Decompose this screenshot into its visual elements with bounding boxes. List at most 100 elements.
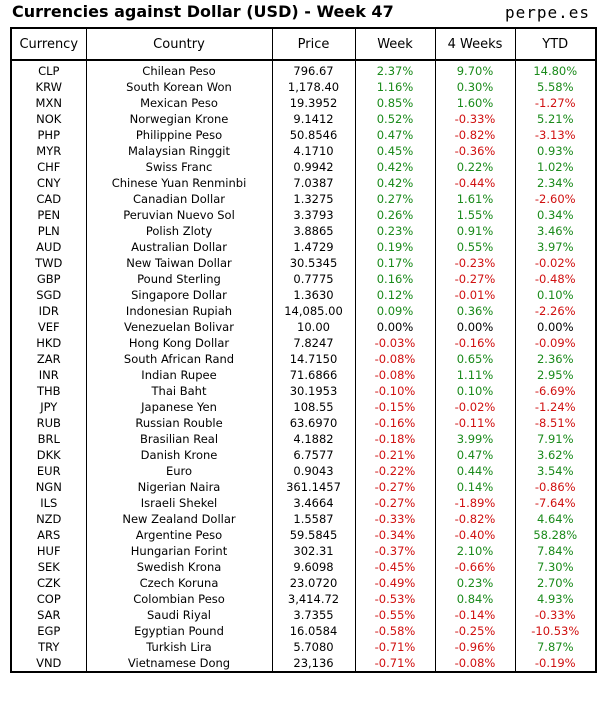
week-change-cell: -0.58% <box>355 623 436 639</box>
currency-code-cell: COP <box>11 591 87 607</box>
price-cell: 796.67 <box>272 60 356 79</box>
week-change-cell: 0.47% <box>355 127 436 143</box>
week-change-cell: -0.03% <box>355 335 436 351</box>
currency-code-cell: EUR <box>11 463 87 479</box>
price-cell: 4.1882 <box>272 431 356 447</box>
week-change-cell: -0.08% <box>355 351 436 367</box>
country-cell: Indonesian Rupiah <box>86 303 273 319</box>
four-week-change-cell: -0.44% <box>435 175 516 191</box>
four-week-change-cell: -0.33% <box>435 111 516 127</box>
ytd-change-cell: 5.21% <box>536 112 574 126</box>
week-change-cell: -0.21% <box>355 447 436 463</box>
currency-code-cell: VEF <box>11 319 87 335</box>
week-change-cell: -0.15% <box>355 399 436 415</box>
four-week-change-cell: 0.91% <box>435 223 516 239</box>
week-change-cell: -0.53% <box>355 591 436 607</box>
currency-code-cell: CNY <box>11 175 87 191</box>
currency-code-cell: CAD <box>11 191 87 207</box>
table-row: RUB Russian Rouble 63.6970 -0.16% -0.11% -8.5… <box>11 415 596 431</box>
four-week-change-cell: -0.82% <box>435 127 516 143</box>
table-row: CHF Swiss Franc 0.9942 0.42% 0.22% 1.02% <box>11 159 596 175</box>
currency-code-cell: THB <box>11 383 87 399</box>
currency-code-cell: PEN <box>11 207 87 223</box>
price-cell: 9.1412 <box>272 111 356 127</box>
price-cell: 30.1953 <box>272 383 356 399</box>
price-cell: 50.8546 <box>272 127 356 143</box>
country-cell: Saudi Riyal <box>86 607 273 623</box>
four-week-change-cell: -0.16% <box>435 335 516 351</box>
week-change-cell: -0.22% <box>355 463 436 479</box>
week-change-cell: 0.17% <box>355 255 436 271</box>
table-row: VEF Venezuelan Bolivar 10.00 0.00% 0.00% 0.00… <box>11 319 596 335</box>
four-week-change-cell: 2.10% <box>435 543 516 559</box>
ytd-change-cell: 0.93% <box>536 144 574 158</box>
country-cell: Hong Kong Dollar <box>86 335 273 351</box>
four-week-change-cell: -0.82% <box>435 511 516 527</box>
currency-code-cell: BRL <box>11 431 87 447</box>
week-change-cell: -0.27% <box>355 495 436 511</box>
price-cell: 1.3630 <box>272 287 356 303</box>
four-week-change-cell: -1.89% <box>435 495 516 511</box>
week-change-cell: 0.27% <box>355 191 436 207</box>
price-cell: 19.3952 <box>272 95 356 111</box>
price-cell: 1.5587 <box>272 511 356 527</box>
price-cell: 5.7080 <box>272 639 356 655</box>
country-cell: Vietnamese Dong <box>86 655 273 672</box>
four-week-change-cell: -0.02% <box>435 399 516 415</box>
ytd-change-cell: 3.54% <box>536 464 574 478</box>
country-cell: New Zealand Dollar <box>86 511 273 527</box>
four-week-change-cell: -0.14% <box>435 607 516 623</box>
header-row: Currency Country Price Week 4 Weeks YTD <box>11 28 596 61</box>
week-change-cell: -0.33% <box>355 511 436 527</box>
column-header-ytd: YTD <box>515 28 596 61</box>
ytd-change-cell: 2.36% <box>536 352 574 366</box>
price-cell: 23,136 <box>272 655 356 672</box>
currency-code-cell: PLN <box>11 223 87 239</box>
ytd-change-cell: 3.97% <box>536 240 574 254</box>
week-change-cell: 0.42% <box>355 175 436 191</box>
country-cell: South African Rand <box>86 351 273 367</box>
currency-code-cell: EGP <box>11 623 87 639</box>
currency-code-cell: VND <box>11 655 87 672</box>
table-row: EGP Egyptian Pound 16.0584 -0.58% -0.25% -10.… <box>11 623 596 639</box>
week-change-cell: 0.00% <box>355 319 436 335</box>
week-change-cell: 0.42% <box>355 159 436 175</box>
table-row: HUF Hungarian Forint 302.31 -0.37% 2.10% 7.84… <box>11 543 596 559</box>
ytd-change-cell: 2.34% <box>536 176 574 190</box>
ytd-change-cell: 0.34% <box>536 208 574 222</box>
four-week-change-cell: -0.23% <box>435 255 516 271</box>
week-change-cell: -0.16% <box>355 415 436 431</box>
week-change-cell: 1.16% <box>355 79 436 95</box>
table-row: IDR Indonesian Rupiah 14,085.00 0.09% 0.36% -… <box>11 303 596 319</box>
four-week-change-cell: -0.36% <box>435 143 516 159</box>
price-cell: 3.4664 <box>272 495 356 511</box>
ytd-change-cell: 4.64% <box>536 512 574 526</box>
country-cell: Hungarian Forint <box>86 543 273 559</box>
price-cell: 3.3793 <box>272 207 356 223</box>
currency-code-cell: ZAR <box>11 351 87 367</box>
price-cell: 14.7150 <box>272 351 356 367</box>
four-week-change-cell: 0.10% <box>435 383 516 399</box>
country-cell: Singapore Dollar <box>86 287 273 303</box>
currency-code-cell: TRY <box>11 639 87 655</box>
price-cell: 1,178.40 <box>272 79 356 95</box>
currency-code-cell: SAR <box>11 607 87 623</box>
week-change-cell: -0.18% <box>355 431 436 447</box>
ytd-change-cell: -0.48% <box>534 272 576 286</box>
country-cell: Australian Dollar <box>86 239 273 255</box>
price-cell: 16.0584 <box>272 623 356 639</box>
table-row: SAR Saudi Riyal 3.7355 -0.55% -0.14% -0.33% <box>11 607 596 623</box>
table-row: JPY Japanese Yen 108.55 -0.15% -0.02% -1.24% <box>11 399 596 415</box>
country-cell: New Taiwan Dollar <box>86 255 273 271</box>
column-header-week: Week <box>355 28 436 61</box>
ytd-change-cell: 58.28% <box>533 528 578 542</box>
table-row: ILS Israeli Shekel 3.4664 -0.27% -1.89% -7.64… <box>11 495 596 511</box>
table-row: MYR Malaysian Ringgit 4.1710 0.45% -0.36% 0.9… <box>11 143 596 159</box>
currency-code-cell: CLP <box>11 60 87 79</box>
country-cell: Chinese Yuan Renminbi <box>86 175 273 191</box>
ytd-change-cell: -8.51% <box>534 416 576 430</box>
week-change-cell: 0.19% <box>355 239 436 255</box>
country-cell: Polish Zloty <box>86 223 273 239</box>
country-cell: Nigerian Naira <box>86 479 273 495</box>
ytd-change-cell: -10.53% <box>531 624 580 638</box>
